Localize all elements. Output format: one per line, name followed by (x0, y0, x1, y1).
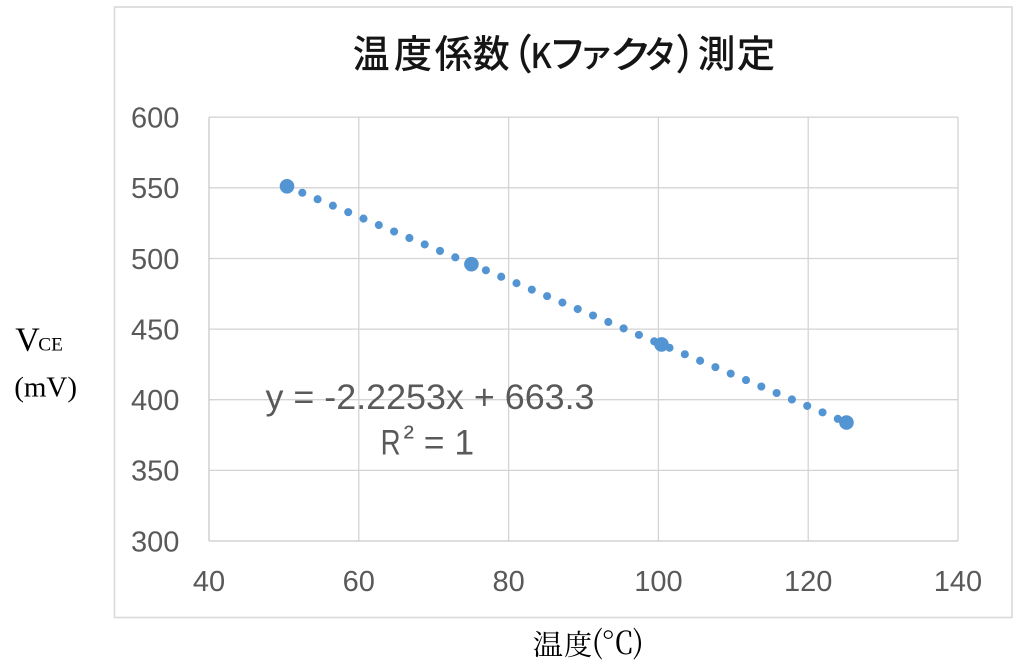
svg-text:(mV): (mV) (14, 372, 77, 404)
svg-text:400: 400 (131, 385, 179, 417)
svg-text:600: 600 (131, 103, 179, 135)
svg-text:= 1: = 1 (424, 423, 474, 463)
svg-text:450: 450 (131, 314, 179, 346)
svg-text:60: 60 (343, 566, 375, 598)
svg-text:300: 300 (131, 526, 179, 558)
svg-text:R: R (381, 422, 401, 462)
svg-text:40: 40 (193, 566, 225, 598)
svg-text:140: 140 (934, 566, 982, 598)
svg-text:²: ² (404, 419, 414, 454)
svg-text:y = -2.2253x + 663.3: y = -2.2253x + 663.3 (266, 377, 595, 417)
svg-text:V: V (15, 321, 40, 358)
svg-text:100: 100 (634, 566, 682, 598)
svg-text:120: 120 (784, 566, 832, 598)
svg-text:550: 550 (131, 173, 179, 205)
svg-text:CE: CE (38, 334, 63, 355)
svg-text:80: 80 (492, 566, 524, 598)
svg-text:500: 500 (131, 244, 179, 276)
svg-text:350: 350 (131, 456, 179, 488)
